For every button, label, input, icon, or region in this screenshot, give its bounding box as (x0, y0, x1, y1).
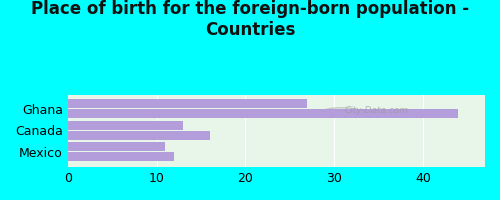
Text: City-Data.com: City-Data.com (344, 106, 408, 115)
Bar (68, 99, 308, 108)
Bar (68, 131, 210, 140)
Bar (68, 142, 166, 151)
Bar (68, 109, 458, 118)
Bar (68, 152, 174, 161)
Text: Place of birth for the foreign-born population -
Countries: Place of birth for the foreign-born popu… (31, 0, 469, 39)
Bar (68, 121, 183, 130)
